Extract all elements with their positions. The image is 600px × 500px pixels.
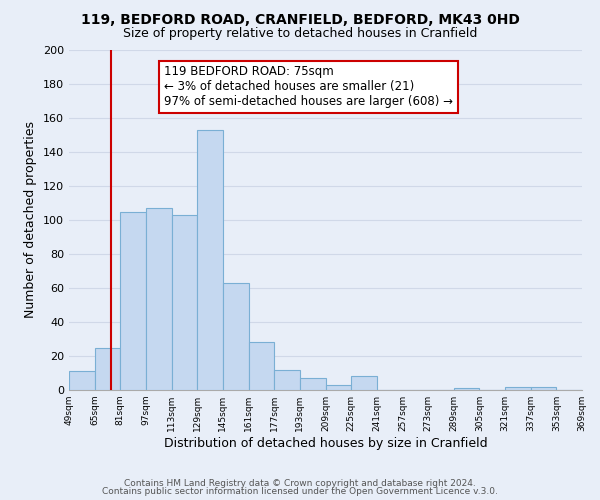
Text: Contains HM Land Registry data © Crown copyright and database right 2024.: Contains HM Land Registry data © Crown c… — [124, 478, 476, 488]
Bar — [197, 130, 223, 390]
Bar — [531, 386, 556, 390]
Text: 119, BEDFORD ROAD, CRANFIELD, BEDFORD, MK43 0HD: 119, BEDFORD ROAD, CRANFIELD, BEDFORD, M… — [80, 12, 520, 26]
Bar — [300, 378, 325, 390]
Bar — [172, 215, 197, 390]
Bar — [274, 370, 300, 390]
Bar — [95, 348, 121, 390]
Bar — [120, 212, 146, 390]
Bar — [69, 372, 95, 390]
Bar — [505, 386, 531, 390]
Bar — [351, 376, 377, 390]
Bar — [223, 283, 248, 390]
Bar — [248, 342, 274, 390]
Text: 119 BEDFORD ROAD: 75sqm
← 3% of detached houses are smaller (21)
97% of semi-det: 119 BEDFORD ROAD: 75sqm ← 3% of detached… — [164, 66, 453, 108]
Y-axis label: Number of detached properties: Number of detached properties — [25, 122, 37, 318]
Text: Size of property relative to detached houses in Cranfield: Size of property relative to detached ho… — [123, 28, 477, 40]
Bar — [454, 388, 479, 390]
Text: Contains public sector information licensed under the Open Government Licence v.: Contains public sector information licen… — [102, 487, 498, 496]
Bar — [325, 385, 351, 390]
X-axis label: Distribution of detached houses by size in Cranfield: Distribution of detached houses by size … — [164, 437, 487, 450]
Bar — [146, 208, 172, 390]
